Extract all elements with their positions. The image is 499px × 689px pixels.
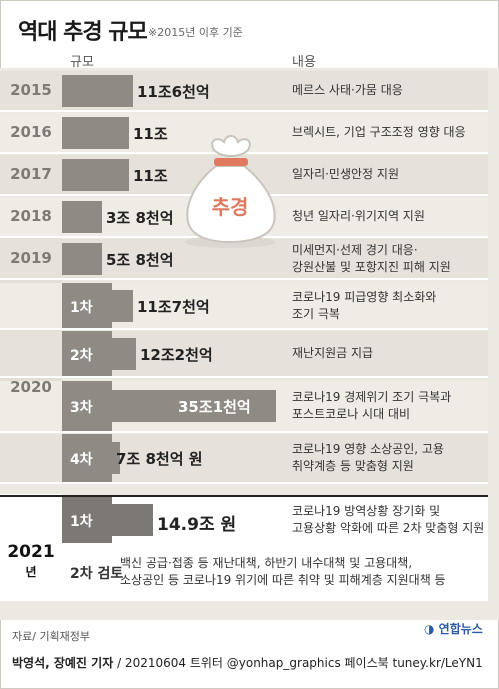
bar-value-label: 35조1천억 xyxy=(178,398,251,416)
description-line: 브렉시트, 기업 구조조정 영향 대응 xyxy=(292,125,466,139)
bar xyxy=(112,289,133,322)
row-description: 재난지원금 지급 xyxy=(292,345,373,362)
content-header: 내용 xyxy=(292,55,316,70)
year-label-2020: 2020 xyxy=(10,378,52,396)
description-line: 코로나19 방역상황 장기화 및 xyxy=(292,503,441,518)
source-note: 자료/ 기획재정부 xyxy=(12,630,91,643)
description-line: 재난지원금 지급 xyxy=(292,346,374,360)
description-line: 코로나19 경제위기 조기 극복과 xyxy=(292,390,452,404)
bar-value-label: 7조 8천억 원 xyxy=(116,450,203,468)
description-line: 메르스 사태·가뭄 대응 xyxy=(292,83,403,97)
row-description: 메르스 사태·가뭄 대응 xyxy=(292,82,403,99)
bar xyxy=(62,200,102,233)
year-label: 2016 xyxy=(10,122,52,141)
description-line: 백신 공급·접종 등 재난대책, 하반기 내수대책 및 고용대책, xyxy=(120,556,413,570)
description-line: 조기 극복 xyxy=(292,306,340,321)
row-separator xyxy=(0,110,488,112)
page-title: 역대 추경 규모 xyxy=(18,20,148,45)
round-label: 1차 xyxy=(70,299,93,316)
round-cell xyxy=(62,545,112,599)
row-separator xyxy=(0,431,488,433)
bar xyxy=(112,503,153,536)
round-cell xyxy=(62,283,112,328)
description-line: 청년 일자리·위기지역 지원 xyxy=(292,209,425,223)
round-label: 1차 xyxy=(70,513,93,530)
logo-text: 연합뉴스 xyxy=(438,622,483,636)
description-line: 일자리·민생안정 지원 xyxy=(292,167,399,181)
row-separator xyxy=(0,328,488,330)
row-separator xyxy=(0,278,488,280)
bar xyxy=(112,390,276,422)
money-sack-icon: 추경 xyxy=(184,135,276,248)
round-cell xyxy=(62,331,112,376)
bar-value-label: 11조 xyxy=(133,124,168,143)
row-description: 일자리·민생안정 지원 xyxy=(292,166,399,183)
description-line: 포스트코로나 시대 대비 xyxy=(292,407,411,421)
credit-rest: / 20210604 트위터 @yonhap_graphics 페이스북 tun… xyxy=(117,656,483,670)
year-label: 2017 xyxy=(10,164,52,183)
description-line: 코로나19 영향 소상공인, 고용 xyxy=(292,442,444,456)
row-separator xyxy=(0,543,488,545)
page-subtitle: ※2015년 이후 기준 xyxy=(148,26,243,39)
bar-value-label: 12조2천억 xyxy=(140,345,213,364)
bar-value-label: 5조 8천억 xyxy=(106,250,174,269)
logo-icon: ◑ xyxy=(424,622,435,636)
round-label: 4차 xyxy=(70,452,93,468)
round-label: 2차 xyxy=(70,347,93,364)
round-cell xyxy=(62,496,112,543)
bar-value-label: 11조 xyxy=(133,166,168,185)
bar-value-label: 14.9조 원 xyxy=(157,514,237,535)
scale-header: 규모 xyxy=(70,55,94,70)
row-separator xyxy=(0,376,488,378)
sack-label: 추경 xyxy=(212,195,249,219)
bar xyxy=(62,158,129,191)
bar-value-label: 11조7천억 xyxy=(137,297,210,316)
description-line: 소상공인 등 코로나19 위기에 따른 취약 및 피해계층 지원대책 등 xyxy=(120,573,446,587)
row-separator xyxy=(0,482,488,484)
round-label: 3차 xyxy=(70,400,93,416)
year-label-2021-suffix: 년 xyxy=(25,565,37,579)
year-label-2021: 2021 xyxy=(7,542,55,562)
description-line: 미세먼지·선제 경기 대응· xyxy=(292,242,418,257)
description-line: 강원산불 및 포항지진 피해 지원 xyxy=(292,259,451,274)
year-label: 2015 xyxy=(10,80,52,99)
bar xyxy=(62,116,129,149)
description-line: 취약계층 등 맞춤형 지원 xyxy=(292,459,414,473)
round-cell xyxy=(62,381,112,431)
year-label: 2019 xyxy=(10,248,52,267)
bar xyxy=(112,337,136,370)
bar-value-label: 3조 8천억 xyxy=(106,208,174,227)
year-2021-divider xyxy=(0,495,488,497)
round-cell xyxy=(62,434,112,482)
round-label: 2차 검토 xyxy=(70,566,124,582)
description-line: 고용상황 악화에 따른 2차 맞춤형 지원 xyxy=(292,520,485,535)
row-description: 브렉시트, 기업 구조조정 영향 대응 xyxy=(292,124,466,141)
description-line: 코로나19 피급영향 최소화와 xyxy=(292,289,437,304)
bar xyxy=(62,242,102,275)
credit-names: 박영석, 장예진 기자 xyxy=(12,656,114,670)
year-label: 2018 xyxy=(10,206,52,225)
bar xyxy=(112,442,120,474)
row-separator xyxy=(0,599,488,601)
row-description: 미세먼지·선제 경기 대응· 강원산불 및 포항지진 피해 지원 xyxy=(292,242,451,276)
logo: ◑ 연합뉴스 xyxy=(424,620,483,637)
credit-line: 박영석, 장예진 기자 / 20210604 트위터 @yonhap_graph… xyxy=(12,654,483,671)
bar xyxy=(62,74,133,107)
row-description: 백신 공급·접종 등 재난대책, 하반기 내수대책 및 고용대책, 소상공인 등 … xyxy=(120,555,446,589)
bar-value-label: 11조6천억 xyxy=(137,82,210,101)
row-description: 청년 일자리·위기지역 지원 xyxy=(292,208,425,225)
